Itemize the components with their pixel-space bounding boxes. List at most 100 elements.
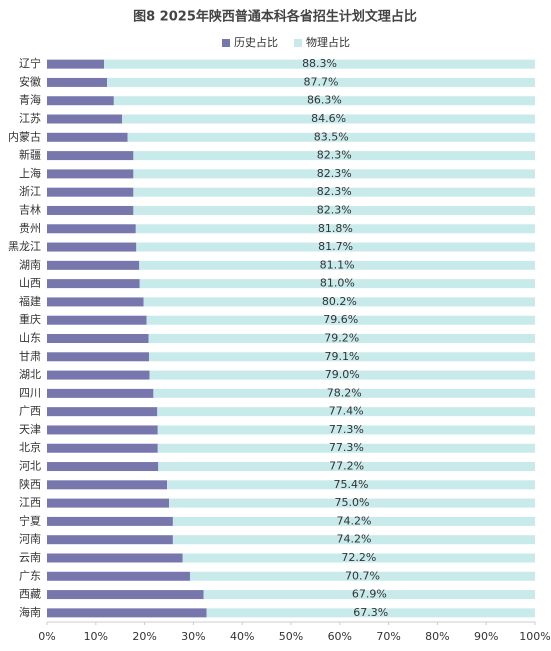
data-label: 88.3% xyxy=(302,57,337,70)
y-tick-label: 湖北 xyxy=(19,368,41,381)
y-tick-label: 广西 xyxy=(19,405,41,418)
bar-segment xyxy=(167,480,535,490)
bar-segment xyxy=(47,516,173,526)
y-tick-label: 福建 xyxy=(19,294,41,308)
bar-segment xyxy=(182,553,535,563)
bar-segment xyxy=(203,590,535,600)
bar-segment xyxy=(148,352,535,362)
data-label: 80.2% xyxy=(322,295,357,308)
bar-segment xyxy=(113,96,535,106)
legend-label: 历史占比 xyxy=(234,35,278,49)
bar-segment xyxy=(47,59,105,69)
bar-segment xyxy=(47,132,128,142)
bar-segment xyxy=(47,205,134,215)
y-tick-label: 西藏 xyxy=(19,588,41,601)
y-tick-label: 江苏 xyxy=(19,112,41,125)
y-tick-label: 北京 xyxy=(19,440,41,454)
bar-segment xyxy=(157,407,535,417)
y-tick-label: 江西 xyxy=(19,496,41,509)
y-tick-label: 内蒙古 xyxy=(8,129,41,143)
y-tick-label: 湖南 xyxy=(19,258,41,271)
y-tick-label: 天津 xyxy=(19,423,41,436)
data-label: 70.7% xyxy=(345,569,380,582)
bar-segment xyxy=(127,132,536,142)
y-tick-label: 宁夏 xyxy=(19,513,41,527)
data-label: 81.8% xyxy=(318,222,353,235)
y-tick-label: 甘肃 xyxy=(19,350,41,363)
y-tick-label: 河南 xyxy=(19,533,41,546)
x-tick-label: 50% xyxy=(279,630,303,643)
x-tick-label: 0% xyxy=(38,630,55,643)
bar-segment xyxy=(157,425,535,435)
y-tick-label: 贵州 xyxy=(19,222,41,235)
y-tick-label: 浙江 xyxy=(19,185,41,198)
data-label: 77.3% xyxy=(329,441,364,454)
data-label: 67.3% xyxy=(353,606,388,619)
bar-segment xyxy=(47,480,168,490)
data-label: 79.1% xyxy=(325,350,360,363)
bar-segment xyxy=(47,224,136,234)
x-tick-label: 30% xyxy=(181,630,205,643)
bar-segment xyxy=(206,608,536,618)
bar-segment xyxy=(148,334,535,343)
y-tick-label: 陕西 xyxy=(19,477,41,491)
x-tick-label: 100% xyxy=(519,630,550,643)
data-label: 79.0% xyxy=(325,368,360,381)
data-label: 74.2% xyxy=(336,514,371,527)
y-tick-label: 河北 xyxy=(19,460,41,473)
bar-segment xyxy=(47,462,159,472)
data-label: 77.2% xyxy=(329,460,364,473)
data-label: 75.0% xyxy=(335,496,370,509)
data-label: 82.3% xyxy=(317,167,352,180)
x-tick-label: 70% xyxy=(376,630,400,643)
y-tick-label: 新疆 xyxy=(19,148,41,162)
bar-segment xyxy=(47,370,150,380)
bar-segment xyxy=(146,315,535,325)
bar-segment xyxy=(47,553,183,563)
bar-segment xyxy=(47,571,190,581)
bar-segment xyxy=(189,571,535,581)
data-label: 78.2% xyxy=(327,386,362,399)
bar-segment xyxy=(158,462,535,472)
x-tick-label: 80% xyxy=(425,630,449,643)
bar-segment xyxy=(104,59,535,69)
bar-segment xyxy=(47,352,149,362)
y-tick-label: 上海 xyxy=(19,166,41,180)
bar-segment xyxy=(135,224,536,234)
bar-segment xyxy=(47,169,134,179)
bar-segment xyxy=(169,498,535,508)
bar-segment xyxy=(133,169,535,179)
data-label: 82.3% xyxy=(317,185,352,198)
bar-segment xyxy=(107,77,536,87)
bar-segment xyxy=(47,297,144,307)
bar-segment xyxy=(133,187,535,197)
bar-segment xyxy=(157,443,535,453)
bar-segment xyxy=(133,151,535,161)
bar-segment xyxy=(47,407,158,417)
data-label: 81.0% xyxy=(320,277,355,290)
legend-swatch xyxy=(294,39,302,47)
bar-segment xyxy=(47,498,169,508)
data-label: 77.4% xyxy=(329,405,364,418)
data-label: 72.2% xyxy=(341,551,376,564)
data-label: 81.7% xyxy=(318,240,353,253)
bar-segment xyxy=(47,279,140,289)
y-tick-label: 吉林 xyxy=(19,202,41,216)
data-label: 79.6% xyxy=(323,313,358,326)
data-label: 67.9% xyxy=(352,588,387,601)
bar-segment xyxy=(47,388,154,398)
data-label: 84.6% xyxy=(311,112,346,125)
bar-segment xyxy=(47,315,147,325)
bar-segment xyxy=(47,187,134,197)
legend-swatch xyxy=(222,39,230,47)
y-tick-label: 黑龙江 xyxy=(8,240,41,253)
y-tick-label: 云南 xyxy=(19,551,41,564)
y-tick-label: 辽宁 xyxy=(19,56,41,70)
legend-label: 物理占比 xyxy=(306,35,350,49)
bar-segment xyxy=(153,388,535,398)
bar-segment xyxy=(149,370,536,380)
bar-segment xyxy=(133,205,535,215)
data-label: 82.3% xyxy=(317,203,352,216)
bar-segment xyxy=(47,443,158,453)
